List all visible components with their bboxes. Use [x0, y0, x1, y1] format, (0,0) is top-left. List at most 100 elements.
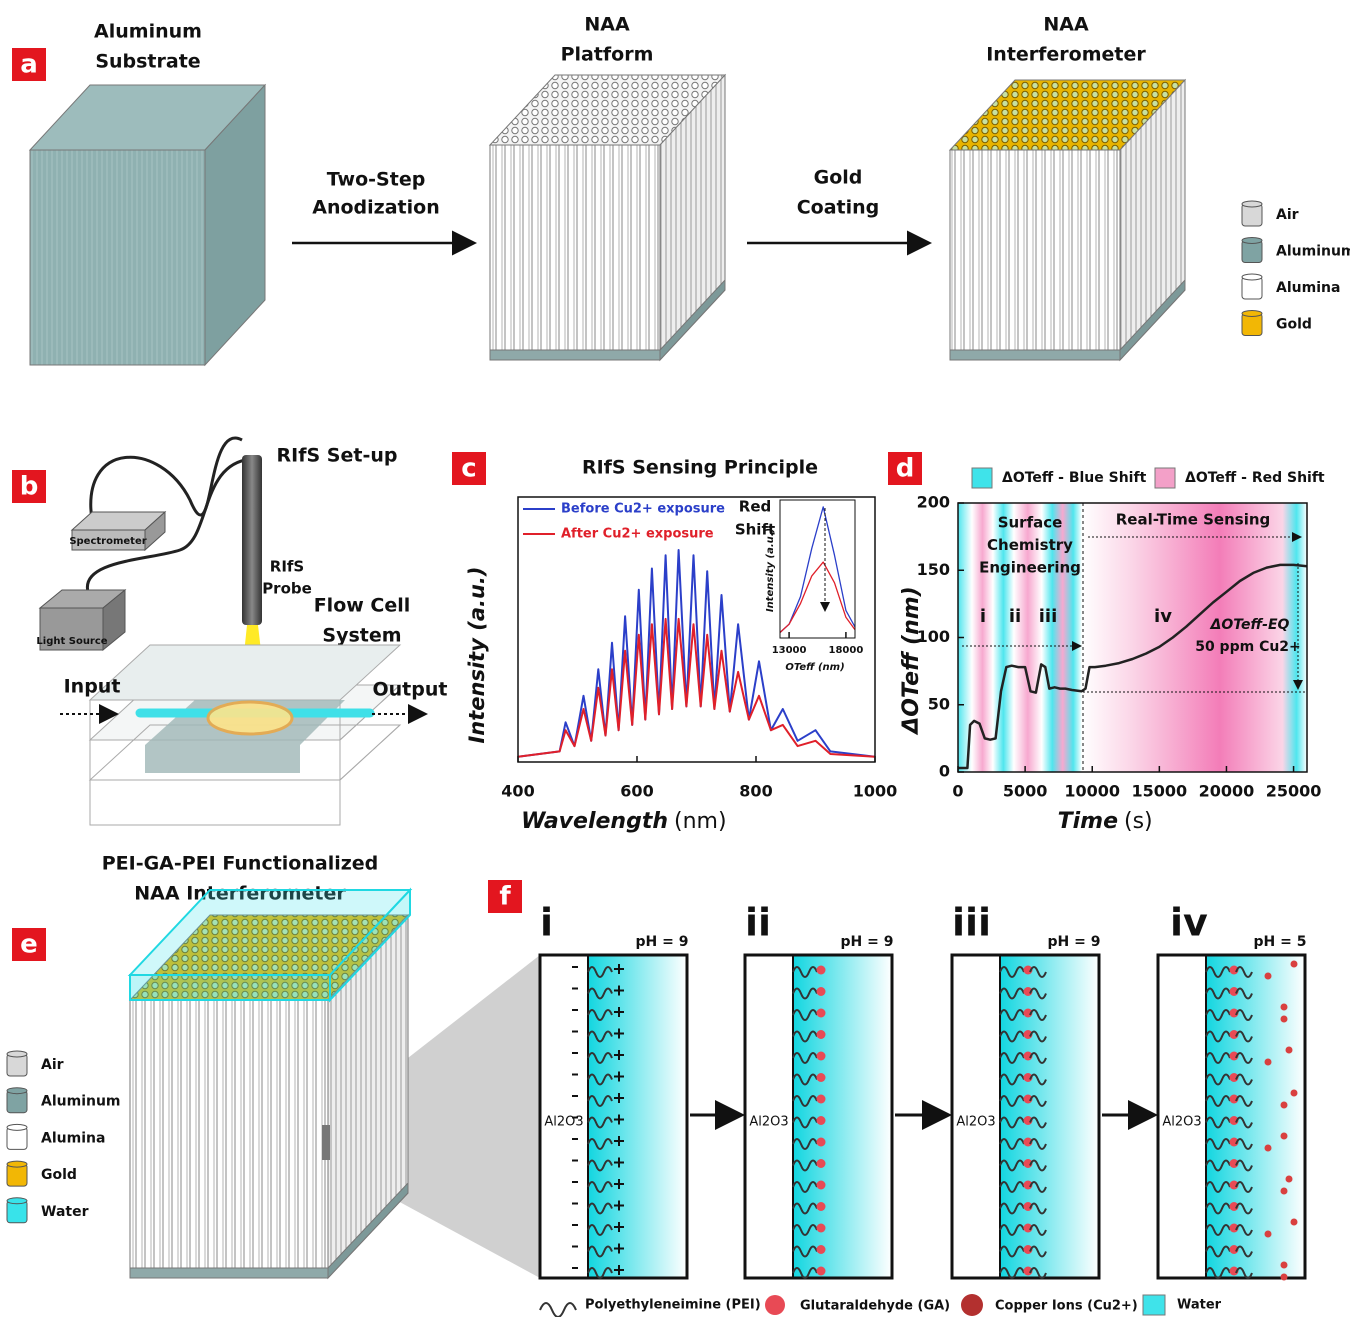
flow-label: Input: [64, 676, 121, 698]
panel-title: Aluminum: [94, 21, 202, 43]
panel-label: f: [499, 882, 511, 912]
x-tick-label: 10000: [1064, 782, 1120, 801]
x-tick-label: 5000: [1003, 782, 1048, 801]
ga-molecule: [817, 1224, 826, 1233]
copper-ion: [1265, 1231, 1272, 1238]
annotation: Engineering: [979, 559, 1081, 577]
substrate-label: Al2O3: [1162, 1115, 1201, 1130]
step-label: i: [980, 606, 986, 627]
flow-label: System: [322, 625, 401, 647]
copper-ion: [1281, 1102, 1288, 1109]
legend-label: ΔOTeff - Red Shift: [1185, 470, 1325, 486]
flow-cell-base: [90, 780, 340, 825]
cube-front: [130, 1000, 328, 1278]
water-front: [130, 975, 330, 1000]
legend-icon-top: [7, 1124, 27, 1130]
legend-icon-top: [1242, 201, 1262, 207]
x-tick-label: 18000: [829, 645, 864, 656]
ga-molecule: [817, 1009, 826, 1018]
copper-ion: [1281, 1133, 1288, 1140]
panel-label: a: [20, 50, 38, 80]
cube-base: [130, 1268, 328, 1278]
stage-numeral: i: [540, 901, 553, 945]
ga-molecule: [817, 1245, 826, 1254]
legend-ga: [765, 1295, 785, 1315]
panel-label: b: [20, 472, 39, 502]
ga-molecule: [817, 1202, 826, 1211]
annotation: Real-Time Sensing: [1116, 511, 1271, 529]
annotation: Chemistry: [987, 536, 1073, 554]
annotation: 50 ppm Cu2+: [1195, 639, 1301, 655]
legend-label: Aluminum: [1276, 244, 1350, 260]
legend-swatch: [972, 468, 992, 488]
x-axis-label: Wavelength: [521, 809, 668, 834]
y-tick-label: 0: [939, 762, 950, 781]
panel-title: PEI-GA-PEI Functionalized: [102, 853, 379, 875]
x-tick-label: 0: [952, 782, 963, 801]
panel-title: Platform: [561, 44, 654, 66]
panel-label: d: [896, 454, 915, 484]
legend-label: Alumina: [41, 1130, 105, 1146]
x-tick-label: 13000: [772, 645, 807, 656]
cube-front: [950, 150, 1120, 360]
panel-label: c: [461, 454, 476, 484]
cube-base: [490, 350, 660, 360]
y-tick-label: 200: [917, 493, 950, 512]
copper-ion: [1265, 1059, 1272, 1066]
copper-ion: [1291, 1090, 1298, 1097]
legend-label: After Cu2+ exposure: [561, 527, 714, 542]
cube-front: [30, 150, 205, 365]
legend-label: ΔOTeff - Blue Shift: [1002, 470, 1147, 486]
legend-swatch: [1155, 468, 1175, 488]
probe-label: RIfS: [270, 558, 304, 576]
y-axis-label: Intensity (a.u.): [465, 566, 489, 743]
x-tick-label: 800: [739, 782, 772, 801]
legend-icon-top: [1242, 311, 1262, 317]
legend-icon-top: [7, 1161, 27, 1167]
copper-ion: [1291, 1219, 1298, 1226]
x-tick-label: 15000: [1132, 782, 1188, 801]
chart-title: RIfS Sensing Principle: [582, 457, 818, 479]
flow-label: Output: [373, 679, 448, 701]
legend-label: Gold: [41, 1167, 77, 1183]
y-tick-label: 50: [928, 694, 950, 713]
legend-label: Alumina: [1276, 280, 1340, 296]
step-label: Anodization: [312, 197, 439, 219]
copper-ion: [1281, 1274, 1288, 1281]
legend-water: [1143, 1295, 1165, 1315]
legend-icon-top: [1242, 274, 1262, 280]
x-tick-label: 1000: [853, 782, 898, 801]
annotation: ΔOTeff-EQ: [1210, 617, 1290, 633]
ga-molecule: [817, 966, 826, 975]
stage-numeral: iv: [1170, 901, 1208, 945]
copper-ion: [1281, 1004, 1288, 1011]
legend-label: Air: [1276, 207, 1299, 223]
legend-label: Aluminum: [41, 1094, 121, 1110]
ph-label: pH = 9: [1048, 934, 1101, 950]
water-region: [1206, 955, 1305, 1278]
probe: [242, 455, 262, 625]
panel-title: NAA: [1043, 14, 1089, 36]
cube-front: [490, 145, 660, 360]
step-label: Coating: [797, 197, 880, 219]
x-axis-label: (s): [1124, 809, 1153, 834]
ga-molecule: [817, 1138, 826, 1147]
legend-label: Before Cu2+ exposure: [561, 502, 725, 517]
y-tick-label: 150: [917, 560, 950, 579]
panel-title: RIfS Set-up: [277, 445, 398, 467]
legend-icon-top: [1242, 238, 1262, 244]
x-axis-label: Time: [1058, 809, 1118, 834]
legend-icon-top: [7, 1088, 27, 1094]
legend-label: Gold: [1276, 317, 1312, 333]
copper-ion: [1286, 1047, 1293, 1054]
naa-chip-front: [145, 745, 300, 773]
device-label: Spectrometer: [69, 536, 146, 547]
ga-molecule: [817, 1267, 826, 1276]
substrate-label: Al2O3: [749, 1115, 788, 1130]
ga-molecule: [817, 1095, 826, 1104]
stage-numeral: iii: [952, 901, 991, 945]
water-region: [793, 955, 892, 1278]
copper-ion: [1291, 961, 1298, 968]
ga-molecule: [817, 1030, 826, 1039]
legend-label: Polyethyleneimine (PEI): [585, 1298, 761, 1313]
